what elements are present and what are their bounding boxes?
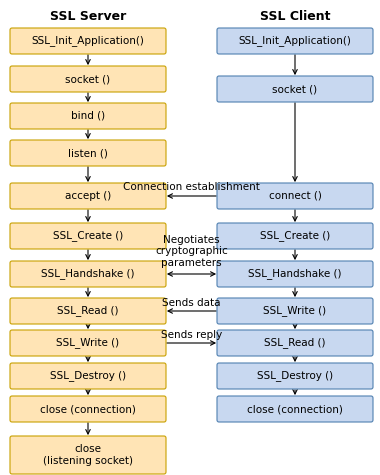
FancyBboxPatch shape [217,183,373,209]
Text: SSL_Read (): SSL_Read () [57,305,119,316]
FancyBboxPatch shape [217,76,373,102]
FancyBboxPatch shape [10,223,166,249]
Text: socket (): socket () [272,84,318,94]
FancyBboxPatch shape [10,298,166,324]
Text: SSL_Init_Application(): SSL_Init_Application() [239,36,352,47]
Text: bind (): bind () [71,111,105,121]
FancyBboxPatch shape [10,436,166,474]
FancyBboxPatch shape [217,363,373,389]
FancyBboxPatch shape [10,28,166,54]
FancyBboxPatch shape [10,183,166,209]
Text: accept (): accept () [65,191,111,201]
Text: SSL_Destroy (): SSL_Destroy () [257,370,333,381]
FancyBboxPatch shape [217,223,373,249]
Text: close (connection): close (connection) [247,404,343,414]
Text: Connection establishment: Connection establishment [123,182,260,192]
FancyBboxPatch shape [10,261,166,287]
Text: connect (): connect () [269,191,321,201]
Text: SSL_Destroy (): SSL_Destroy () [50,370,126,381]
Text: close
(listening socket): close (listening socket) [43,444,133,466]
Text: SSL_Write (): SSL_Write () [263,305,326,316]
Text: SSL Client: SSL Client [260,10,330,23]
FancyBboxPatch shape [217,396,373,422]
FancyBboxPatch shape [10,140,166,166]
Text: Sends data: Sends data [162,298,221,308]
Text: SSL_Init_Application(): SSL_Init_Application() [32,36,144,47]
Text: SSL Server: SSL Server [50,10,126,23]
Text: close (connection): close (connection) [40,404,136,414]
FancyBboxPatch shape [10,66,166,92]
Text: Negotiates
cryptographic
parameters: Negotiates cryptographic parameters [155,235,228,268]
FancyBboxPatch shape [10,103,166,129]
FancyBboxPatch shape [10,396,166,422]
FancyBboxPatch shape [217,261,373,287]
Text: SSL_Read (): SSL_Read () [264,338,326,349]
Text: SSL_Handshake (): SSL_Handshake () [41,268,135,279]
Text: Sends reply: Sends reply [161,330,222,340]
Text: listen (): listen () [68,148,108,158]
FancyBboxPatch shape [217,28,373,54]
Text: SSL_Create (): SSL_Create () [260,230,330,241]
FancyBboxPatch shape [10,363,166,389]
Text: socket (): socket () [65,74,111,84]
FancyBboxPatch shape [10,330,166,356]
FancyBboxPatch shape [217,330,373,356]
FancyBboxPatch shape [217,298,373,324]
Text: SSL_Handshake (): SSL_Handshake () [248,268,342,279]
Text: SSL_Create (): SSL_Create () [53,230,123,241]
Text: SSL_Write (): SSL_Write () [57,338,120,349]
